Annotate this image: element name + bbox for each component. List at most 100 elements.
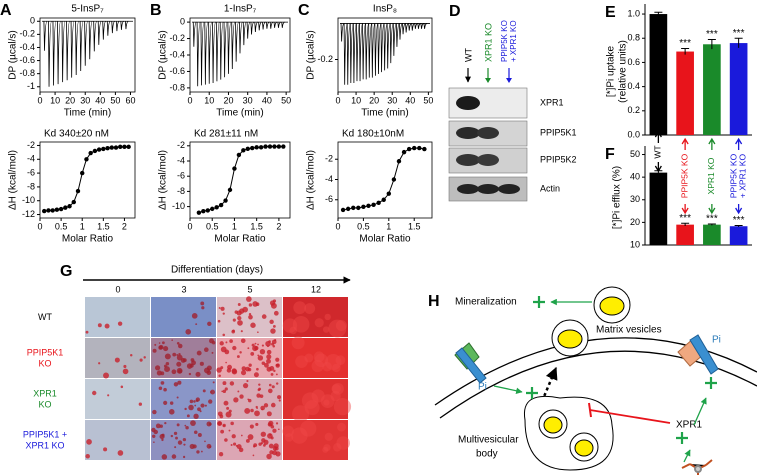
x-tick-label: 0.5 [206,221,219,231]
stain-spot [159,434,165,440]
x-axis-label: Time (min) [64,108,111,119]
band [477,127,499,139]
data-point [254,145,259,150]
stain-spot [311,389,325,403]
y-tick-label: -1 [27,81,35,91]
vesicle-core [574,439,594,457]
injection-peak [349,23,354,83]
stain-spot [207,321,212,327]
data-point [201,208,206,214]
injection-peak [414,23,418,29]
data-point [391,177,397,182]
lane-label: XPR1 KO [483,23,493,62]
stain-spot [158,342,161,344]
stain-spot [263,443,266,447]
stain-spot [270,402,276,408]
bar [703,44,721,135]
stain-spot [160,381,165,385]
stain-spot [217,421,223,426]
stain-spot [304,400,320,416]
data-point [258,145,264,150]
stain-spot [260,431,266,437]
stain-spot [245,366,250,372]
stain-spot [324,313,331,321]
stain-spot [322,446,329,453]
stain-spot [255,405,258,409]
stain-spot [333,443,342,452]
stain-spot [225,411,232,418]
stain-spot [104,323,110,329]
row-label: XPR1 KO [25,440,64,450]
stain-spot [220,429,225,434]
stain-spot [92,390,97,396]
stain-spot [197,407,201,412]
fit-line [44,146,129,212]
data-point [267,144,273,149]
data-point [272,144,277,149]
data-point [376,200,381,205]
y-tick-label: -0.6 [169,66,185,76]
stain-spot [209,422,212,426]
injection-peak [43,20,48,51]
stain-spot [240,330,243,333]
data-point [196,210,202,215]
stain-spot [249,424,254,429]
stain-spot [284,433,294,442]
stain-spot [117,321,123,326]
stain-spot [256,367,259,371]
panel-letter: G [60,263,72,280]
data-point [113,145,119,150]
y-tick-label: -2 [177,140,185,150]
x-tick-label: 60 [125,95,135,105]
stain-spot [223,400,229,406]
injection-peak [102,20,107,40]
injection-peak [265,21,270,29]
stain-spot [230,421,234,426]
micrograph [151,297,216,337]
stain-spot [221,390,224,393]
stain-spot [236,355,240,358]
blot-row-label: XPR1 [540,97,564,107]
data-point [75,188,81,194]
category-label: XPR1 KO [706,157,716,194]
stain-spot [170,434,174,438]
injection-peak [374,23,379,76]
y-tick-label: 0.4 [627,81,640,91]
x-tick-label: 1 [386,221,391,231]
stain-spot [195,371,201,377]
x-tick-label: 20 [65,95,75,105]
stain-spot [107,394,110,397]
stain-spot [232,318,236,322]
annotation: Kd 180±10nM [342,129,404,140]
stain-spot [261,344,264,347]
injection-peak [346,23,351,85]
significance: *** [679,38,691,49]
data-point [42,208,47,214]
bar [649,172,668,245]
stain-spot [252,301,258,307]
stain-spot [225,341,228,344]
data-point [67,204,72,209]
y-tick-label: -2 [27,140,35,150]
stain-spot [236,444,242,450]
stain-spot [196,450,200,454]
y-tick-label: 0.0 [627,129,640,139]
stain-spot [324,432,333,441]
stain-spot [211,340,216,345]
lane-label: + XPR1 KO [509,20,518,62]
data-point [126,144,131,150]
stain-spot [237,320,243,326]
stain-spot [171,454,177,459]
stain-spot [224,438,228,442]
injection-peak [61,20,66,83]
micrograph [85,420,150,460]
stain-spot [272,344,276,348]
stain-spot [304,353,314,363]
stain-spot [293,301,307,315]
injection-peak [106,20,111,36]
stain-spot [253,443,258,448]
data-point [223,198,228,203]
y-tick-label: -4 [177,155,185,165]
y-axis-label: ΔH (kcal/mol) [306,150,317,210]
data-point [118,144,123,150]
